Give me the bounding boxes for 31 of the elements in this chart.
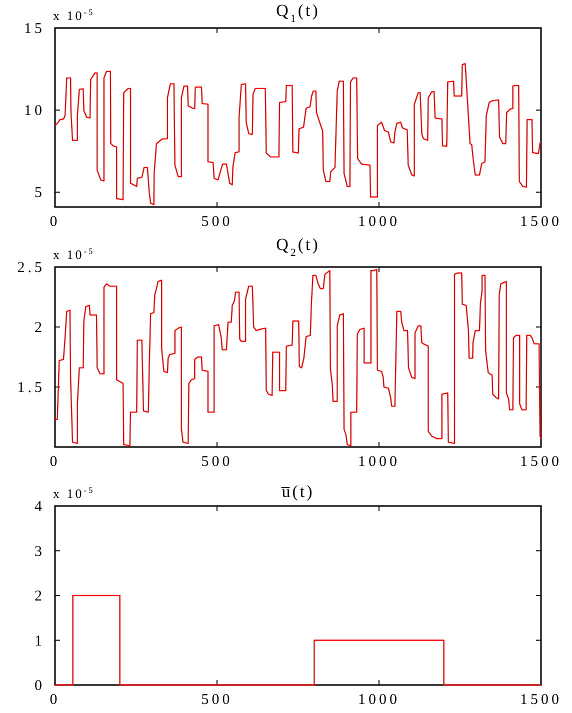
y-tick-label: 2 (34, 320, 45, 336)
y-tick-label: 10 (24, 103, 45, 120)
x-tick-label: 1500 (520, 454, 562, 470)
chart-title: Q$_{2}$(t) (276, 235, 320, 259)
x-tick-label: 500 (201, 692, 233, 708)
x-tick-label: 500 (201, 454, 233, 470)
x-tick-label: 1000 (358, 692, 400, 708)
line-series (54, 268, 542, 446)
line-series (54, 63, 542, 206)
x-tick-label: 1500 (520, 692, 562, 708)
x-tick-label: 0 (50, 454, 60, 470)
text: x 10$^{-5}$ (53, 7, 95, 23)
text: x 10$^{-5}$ (53, 246, 95, 262)
y-tick-label: 3 (34, 544, 45, 560)
y-tick-label: 0 (34, 678, 45, 694)
y-tick-label: 1.5 (17, 380, 45, 396)
x-tick-label: 1000 (358, 454, 400, 470)
chart-title: u̅(t) (280, 482, 314, 501)
x-tick-label: 1000 (358, 214, 400, 230)
y-tick-label: 15 (24, 21, 45, 37)
x-tick-label: 500 (201, 214, 233, 230)
x-tick-label: 0 (50, 214, 60, 230)
y-tick-label: 4 (34, 499, 45, 515)
text: x 10$^{-5}$ (53, 485, 95, 501)
y-tick-label: 5 (34, 185, 45, 202)
y-tick-label: 2 (34, 588, 45, 604)
chart-title: Q$_{1}$(t) (276, 1, 320, 25)
x-tick-label: 1500 (520, 214, 562, 230)
y-tick-label: 1 (34, 633, 45, 650)
y-tick-label: 2.5 (17, 260, 45, 276)
x-tick-label: 0 (50, 692, 60, 708)
